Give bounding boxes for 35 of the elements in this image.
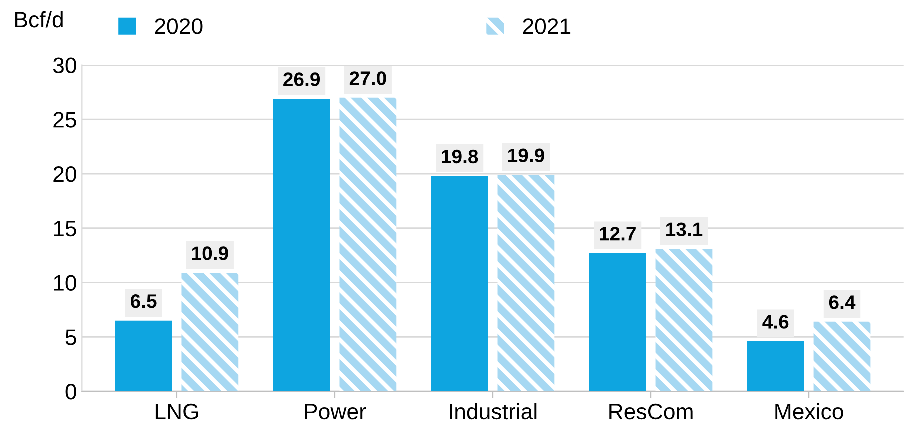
bar xyxy=(814,322,871,392)
data-label: 26.9 xyxy=(284,72,320,86)
data-label: 12.7 xyxy=(600,227,636,241)
y-tick-label: 0 xyxy=(66,384,76,400)
y-tick-label: 25 xyxy=(54,112,76,128)
data-label: 19.8 xyxy=(442,150,478,164)
x-tick-label: Power xyxy=(305,404,366,420)
bar xyxy=(431,176,488,392)
data-label: 19.9 xyxy=(508,148,544,163)
bar xyxy=(273,98,330,392)
legend-label: 2021 xyxy=(523,18,571,34)
y-axis-title: Bcf/d xyxy=(16,11,63,28)
x-tick-label: Industrial xyxy=(450,403,537,420)
bar xyxy=(747,341,804,392)
y-tick-label: 30 xyxy=(53,58,76,74)
legend-label: 2020 xyxy=(155,18,203,34)
bar xyxy=(589,253,646,392)
x-tick-label: ResCom xyxy=(610,404,693,420)
x-tick-label: Mexico xyxy=(776,403,844,420)
data-label: 6.5 xyxy=(130,294,157,308)
bar xyxy=(182,272,239,392)
data-label: 27.0 xyxy=(350,72,386,86)
bar xyxy=(340,98,397,392)
data-label: 10.9 xyxy=(192,246,228,260)
data-label: 6.4 xyxy=(829,296,856,310)
y-tick-label: 20 xyxy=(54,166,76,182)
bar xyxy=(656,249,713,392)
bar xyxy=(115,320,172,392)
bar xyxy=(498,175,555,392)
y-tick-label: 15 xyxy=(54,221,76,237)
y-tick-label: 10 xyxy=(54,275,76,292)
data-label: 13.1 xyxy=(666,222,703,237)
y-tick-label: 5 xyxy=(66,330,76,346)
x-tick-label: LNG xyxy=(156,404,198,420)
data-label: 4.6 xyxy=(762,315,789,329)
